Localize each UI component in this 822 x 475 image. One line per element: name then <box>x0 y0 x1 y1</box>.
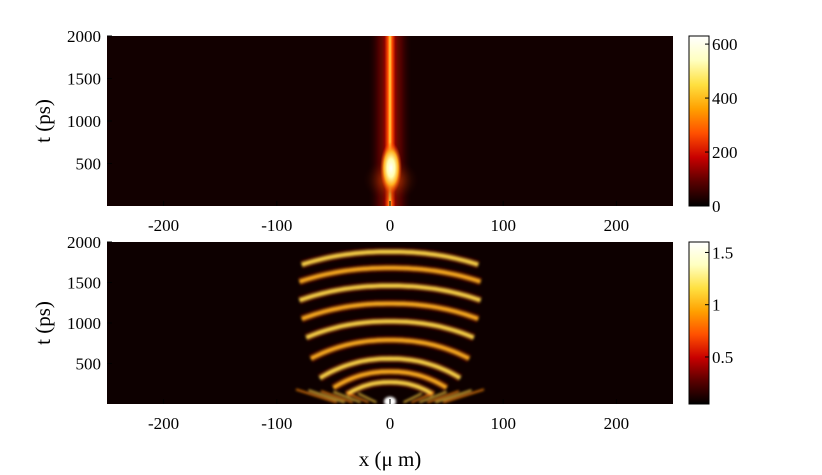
colorbar-bottom: 0.5 1 1.5 <box>688 241 733 405</box>
onset-fringe <box>295 388 338 404</box>
fringe-arch <box>298 283 482 302</box>
fringe-arch <box>346 380 434 396</box>
colorbar-tick-label-top: 600 <box>712 35 738 54</box>
onset-fringe <box>345 391 369 404</box>
y-tick-label-top: 1500 <box>67 70 101 89</box>
heatmap-bottom-field <box>295 247 485 404</box>
x-tick-label-top: -100 <box>261 216 292 235</box>
y-tick-label-bottom: 1500 <box>67 274 101 293</box>
onset-fringe <box>308 389 346 404</box>
y-tick-label-top: 1000 <box>67 112 101 131</box>
onset-fringe <box>320 390 353 404</box>
colorbar-gradient-top <box>688 35 710 207</box>
x-tick-label-top: -200 <box>148 216 179 235</box>
colorbar-tick-label-top: 400 <box>712 89 738 108</box>
heatmap-panel-bottom: -200 -100 0 100 200 500 1000 1500 2000 0.5 1 1.5 <box>67 233 733 433</box>
colorbar-tick-label-bottom: 1.5 <box>712 243 733 262</box>
x-tick-label-top: 200 <box>604 216 630 235</box>
x-axis-label: x (μ m) <box>359 447 422 471</box>
colorbar-top: 0 200 400 600 <box>688 35 738 216</box>
x-tick-label-bottom: -200 <box>148 414 179 433</box>
onset-fringe <box>427 390 460 404</box>
fringe-arch <box>318 356 462 380</box>
fringe-arch <box>332 369 448 390</box>
onset-fringe <box>419 390 447 404</box>
x-tick-label-bottom: 0 <box>386 414 395 433</box>
filament-hotspot <box>380 142 402 194</box>
x-tick-label-top: 0 <box>386 216 395 235</box>
colorbar-tick-label-bottom: 0.5 <box>712 348 733 367</box>
x-tick-label-bottom: 200 <box>604 414 630 433</box>
y-axis-label-top: t (ps) <box>31 99 55 143</box>
onset-fringe <box>357 392 377 404</box>
onset-fringe <box>442 388 485 404</box>
y-tick-label-bottom: 1000 <box>67 314 101 333</box>
onset-fringe <box>403 392 423 404</box>
fringe-arch <box>298 266 482 284</box>
x-tick-label-bottom: -100 <box>261 414 292 433</box>
y-tick-label-top: 500 <box>76 155 102 174</box>
y-tick-label-top: 2000 <box>67 27 101 46</box>
fringe-arch <box>301 301 479 321</box>
y-axis-label-bottom: t (ps) <box>31 301 55 345</box>
x-tick-label-bottom: 100 <box>490 414 516 433</box>
heatmap-top-field <box>363 36 419 206</box>
axes-top: -200 -100 0 100 200 500 1000 1500 2000 <box>67 27 629 235</box>
y-tick-label-bottom: 2000 <box>67 233 101 252</box>
onset-fringe <box>333 390 361 404</box>
axes-bottom: -200 -100 0 100 200 500 1000 1500 2000 <box>67 233 629 433</box>
heatmap-panel-top: -200 -100 0 100 200 500 1000 1500 2000 0 200 400 60… <box>67 27 738 235</box>
colorbar-gradient-bottom <box>688 241 710 405</box>
onset-fringe <box>411 391 435 404</box>
x-tick-label-top: 100 <box>490 216 516 235</box>
colorbar-tick-label-top: 200 <box>712 143 738 162</box>
colorbar-tick-label-bottom: 1 <box>712 296 721 315</box>
fringe-arch <box>301 249 479 267</box>
fringe-arch <box>310 338 470 361</box>
onset-fringe <box>434 389 472 404</box>
y-tick-label-bottom: 500 <box>76 355 102 374</box>
fringe-arch <box>305 319 475 340</box>
colorbar-tick-label-top: 0 <box>712 197 721 216</box>
